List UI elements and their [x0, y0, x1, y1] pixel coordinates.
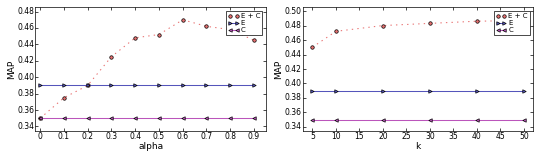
X-axis label: k: k	[415, 142, 421, 151]
E + C	[156, 34, 162, 36]
E	[227, 85, 233, 86]
E + C	[333, 30, 339, 32]
E	[84, 85, 91, 86]
E + C	[84, 85, 91, 86]
E + C	[380, 25, 386, 27]
E	[521, 90, 527, 92]
E + C	[227, 29, 233, 30]
C	[108, 117, 114, 119]
E	[203, 85, 210, 86]
E + C	[60, 97, 67, 99]
E	[380, 90, 386, 92]
C	[156, 117, 162, 119]
E	[427, 90, 433, 92]
E	[474, 90, 480, 92]
Line: E: E	[310, 89, 525, 92]
C	[179, 117, 186, 119]
E + C	[108, 56, 114, 58]
C	[309, 119, 315, 121]
Line: E: E	[38, 84, 256, 87]
C	[474, 119, 480, 121]
Line: E + C: E + C	[310, 19, 525, 49]
C	[60, 117, 67, 119]
E	[132, 85, 138, 86]
E + C	[427, 22, 433, 24]
Legend: E + C, E, C: E + C, E, C	[494, 11, 530, 35]
E	[37, 85, 43, 86]
E + C	[251, 39, 257, 41]
Legend: E + C, E, C: E + C, E, C	[226, 11, 262, 35]
X-axis label: alpha: alpha	[138, 142, 163, 151]
E + C	[521, 20, 527, 21]
E + C	[37, 117, 43, 119]
Line: C: C	[38, 116, 256, 120]
E + C	[132, 37, 138, 39]
C	[203, 117, 210, 119]
C	[333, 119, 339, 121]
E	[179, 85, 186, 86]
E	[251, 85, 257, 86]
Y-axis label: MAP: MAP	[6, 59, 16, 79]
C	[37, 117, 43, 119]
E	[60, 85, 67, 86]
E + C	[179, 19, 186, 21]
C	[132, 117, 138, 119]
Y-axis label: MAP: MAP	[274, 59, 283, 79]
E	[108, 85, 114, 86]
E + C	[474, 20, 480, 22]
E + C	[203, 25, 210, 27]
C	[380, 119, 386, 121]
E	[309, 90, 315, 92]
E + C	[309, 46, 315, 48]
E	[333, 90, 339, 92]
C	[251, 117, 257, 119]
Line: E + C: E + C	[38, 18, 256, 120]
C	[427, 119, 433, 121]
Line: C: C	[310, 118, 525, 122]
C	[84, 117, 91, 119]
C	[227, 117, 233, 119]
E	[156, 85, 162, 86]
C	[521, 119, 527, 121]
